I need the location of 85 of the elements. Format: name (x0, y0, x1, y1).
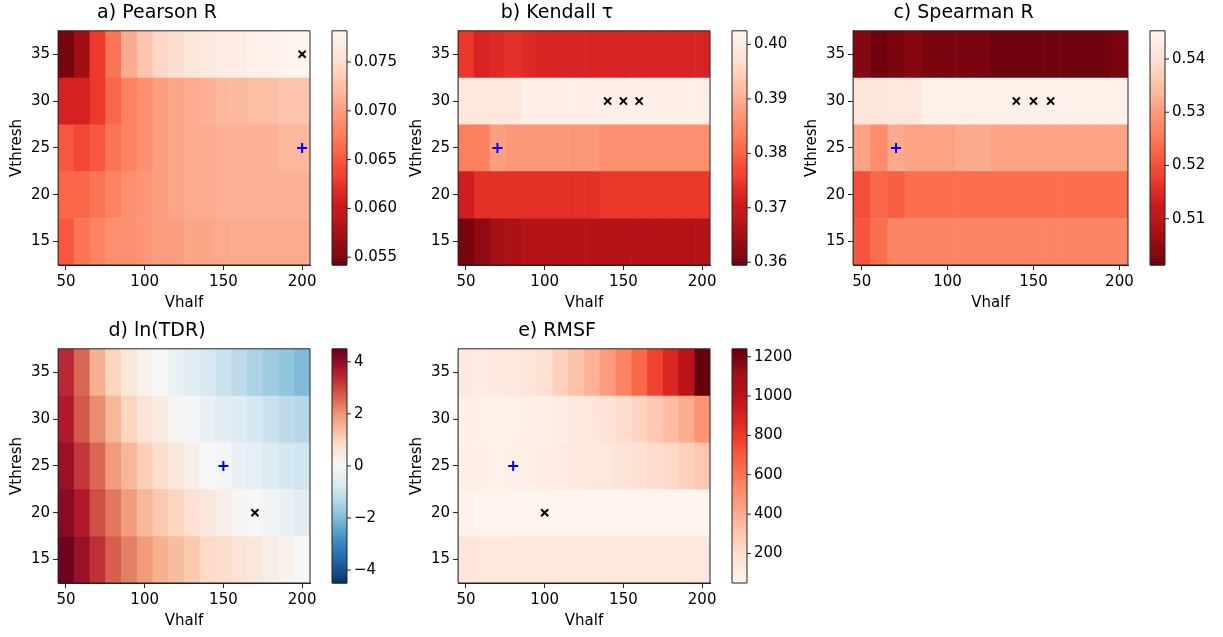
x-tick-label: 50 (456, 271, 476, 290)
y-tick-label: 20 (30, 502, 51, 521)
y-tick-label: 30 (430, 408, 451, 427)
color-bar-label: 0.53 (1172, 102, 1206, 121)
color-bar-label: 0.51 (1172, 208, 1206, 227)
color-bar-label: −4 (354, 559, 377, 578)
color-bar-label: 1000 (754, 385, 793, 404)
y-tick-label: 25 (30, 455, 51, 474)
x-axis-title: Vhalf (164, 292, 204, 311)
y-tick-label: 15 (30, 231, 51, 250)
color-bar-label: −2 (354, 507, 377, 526)
y-tick-label: 30 (825, 90, 846, 109)
x-tick-label: 200 (287, 589, 317, 608)
color-bar-label: 0.055 (354, 247, 397, 266)
x-tick-label: 200 (287, 271, 317, 290)
y-tick-label: 25 (30, 137, 51, 156)
color-bar-label: 0.37 (754, 197, 788, 216)
x-tick-label: 200 (1105, 271, 1134, 290)
color-bar-label: 2 (354, 403, 364, 422)
x-tick-label: 150 (609, 271, 638, 290)
y-axis-title: Vthresh (801, 118, 820, 177)
x-tick-label: 100 (130, 589, 159, 608)
chart-title: b) Kendall τ (500, 0, 614, 23)
y-tick-label: 20 (30, 184, 51, 203)
y-tick-label: 20 (825, 184, 846, 203)
chart-title: c) Spearman R (893, 0, 1034, 23)
y-tick-label: 30 (430, 90, 451, 109)
x-tick-label: 100 (530, 589, 559, 608)
y-tick-label: 25 (430, 137, 451, 156)
color-bar-label: 0.065 (354, 149, 397, 168)
x-tick-label: 150 (609, 589, 638, 608)
y-tick-label: 35 (430, 362, 451, 381)
color-bar-label: 800 (754, 425, 783, 444)
y-tick-label: 35 (430, 44, 451, 63)
y-tick-label: 15 (825, 231, 846, 250)
y-tick-label: 30 (30, 90, 51, 109)
y-tick-label: 35 (825, 44, 846, 63)
x-tick-label: 50 (56, 271, 76, 290)
color-bar-label: 4 (354, 351, 364, 370)
y-tick-label: 15 (430, 231, 451, 250)
color-bar-label: 0.36 (754, 252, 788, 271)
y-axis-title: Vthresh (6, 118, 25, 177)
x-tick-label: 100 (530, 271, 559, 290)
x-axis-title: Vhalf (164, 610, 204, 629)
x-axis-title: Vhalf (564, 292, 604, 311)
y-tick-label: 30 (30, 408, 51, 427)
color-bar-label: 0.40 (754, 34, 788, 53)
y-axis-title: Vthresh (6, 436, 25, 495)
y-tick-label: 15 (30, 549, 51, 568)
chart-title: a) Pearson R (97, 0, 217, 23)
y-tick-label: 35 (30, 44, 51, 63)
y-tick-label: 20 (430, 502, 451, 521)
chart-title: d) ln(TDR) (108, 318, 206, 341)
x-tick-label: 100 (130, 271, 159, 290)
color-bar-label: 0.39 (754, 88, 788, 107)
color-bar-label: 200 (754, 543, 783, 562)
y-tick-label: 15 (430, 549, 451, 568)
color-bar-label: 600 (754, 464, 783, 483)
color-bar-label: 0.38 (754, 143, 788, 162)
chart-title: e) RMSF (518, 318, 596, 341)
x-tick-label: 150 (209, 589, 238, 608)
color-bar-label: 0.060 (354, 198, 397, 217)
x-tick-label: 50 (456, 589, 476, 608)
x-tick-label: 150 (1019, 271, 1048, 290)
color-bar-label: 0 (354, 455, 364, 474)
color-bar-label: 0.075 (354, 51, 397, 70)
x-tick-label: 200 (687, 271, 717, 290)
y-axis-title: Vthresh (406, 436, 425, 495)
color-bar-label: 0.54 (1172, 48, 1206, 67)
x-axis-title: Vhalf (971, 292, 1011, 311)
x-tick-label: 150 (209, 271, 238, 290)
y-tick-label: 25 (825, 137, 846, 156)
x-tick-label: 200 (687, 589, 717, 608)
y-axis-title: Vthresh (406, 118, 425, 177)
x-axis-title: Vhalf (564, 610, 604, 629)
y-tick-label: 25 (430, 455, 451, 474)
x-tick-label: 100 (933, 271, 962, 290)
y-tick-label: 35 (30, 362, 51, 381)
color-bar-label: 0.070 (354, 100, 397, 119)
x-tick-label: 50 (852, 271, 872, 290)
x-tick-label: 50 (56, 589, 76, 608)
color-bar-label: 1200 (754, 346, 793, 365)
color-bar-label: 400 (754, 504, 783, 523)
color-bar-label: 0.52 (1172, 155, 1206, 174)
y-tick-label: 20 (430, 184, 451, 203)
